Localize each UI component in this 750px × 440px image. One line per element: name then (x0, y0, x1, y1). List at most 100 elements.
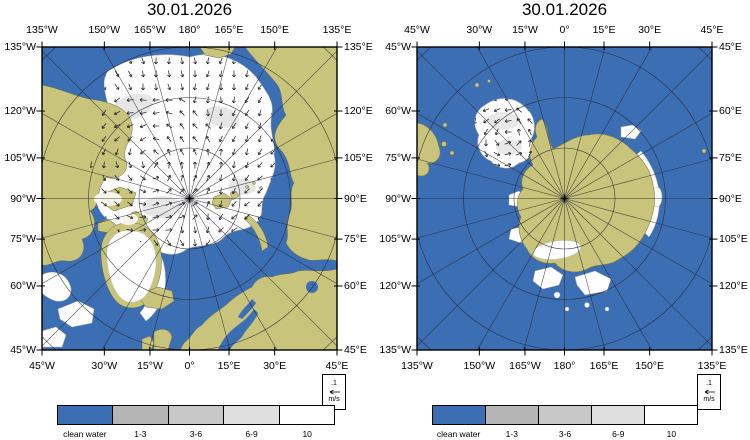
antarctic-map (411, 41, 718, 356)
axis-label-top: 135°E (322, 24, 352, 36)
axis-label-bottom: 165°W (509, 360, 541, 372)
axis-label-bottom: 30°E (263, 360, 287, 372)
axis-label-right: 135°E (344, 41, 373, 53)
legend-label: 3-6 (189, 429, 203, 439)
axis-label-bottom: 150°W (463, 360, 496, 372)
axis-label-left: 105°W (4, 151, 36, 164)
white-sea (306, 281, 318, 293)
axis-label-bottom: 45°W (29, 360, 55, 372)
novaya-zemlya (243, 214, 269, 252)
legend-swatch-0 (58, 406, 114, 424)
axis-label-bottom: 0° (184, 360, 195, 372)
axis-label-left: 75°W (10, 233, 36, 246)
scale-arrow-icon (704, 389, 715, 395)
legend-label: 6-9 (612, 429, 625, 439)
axis-label-right: 90°E (719, 192, 742, 205)
axis-label-left: 60°W (10, 279, 36, 292)
legend-label: 1-3 (134, 429, 147, 439)
legend-label: clean water (63, 429, 107, 439)
axis-label-bottom: 150°E (635, 360, 665, 372)
axis-label-right: 45°E (344, 344, 367, 356)
legend-swatch-0 (433, 406, 486, 424)
antarctic-land (417, 79, 707, 273)
axis-label-left: 75°W (385, 151, 411, 164)
ireland (141, 335, 155, 350)
legend-swatch-3 (592, 406, 645, 424)
scale-value: .1 (331, 380, 337, 387)
axis-label-left: 90°W (385, 192, 411, 205)
legend-labels: clean water 1-3 3-6 6-9 10 (57, 430, 335, 439)
axis-label-top: 45°E (700, 24, 724, 36)
axis-label-right: 75°E (344, 233, 367, 246)
axis-label-left: 60°W (385, 105, 411, 118)
map-title-arctic: 30.01.2026 (146, 0, 233, 19)
vector-scale-box-antarctic: .1 m/s (697, 374, 721, 410)
ice-concentration-legend-arctic: clean water 1-3 3-6 6-9 10 (57, 405, 335, 439)
siberia-landmass (244, 47, 337, 262)
falkland-islands (442, 122, 448, 128)
antarctica-continent (517, 118, 655, 273)
axis-label-right: 120°E (719, 279, 748, 292)
south-georgia (474, 82, 480, 88)
axis-label-right: 60°E (719, 105, 742, 118)
weddell-ice-shading (487, 112, 522, 155)
axis-label-top: 30°E (638, 24, 662, 36)
axis-label-top: 165°W (134, 24, 166, 36)
legend-label: 3-6 (558, 429, 572, 439)
axis-label-left: 45°W (10, 344, 36, 356)
iceland (139, 286, 175, 310)
axis-label-top: 45°W (404, 24, 430, 36)
map-title-antarctic: 30.01.2026 (521, 0, 608, 19)
arctic-land (42, 47, 337, 350)
axis-label-right: 120°E (344, 105, 373, 118)
antarctic-graticule (417, 47, 712, 350)
scale-unit: m/s (703, 396, 715, 403)
europe-landmass (179, 268, 337, 350)
legend-label: 10 (666, 429, 677, 439)
axis-label-top: 15°W (512, 24, 538, 36)
baltic-sea (218, 281, 318, 350)
legend-label: clean water (436, 429, 481, 439)
legend-swatch-1 (486, 406, 539, 424)
ice-concentration-legend-antarctic: clean water 1-3 3-6 6-9 10 (432, 405, 698, 439)
legend-swatch-1 (113, 406, 169, 424)
scale-unit: m/s (328, 396, 340, 403)
legend-labels: clean water 1-3 3-6 6-9 10 (432, 430, 698, 439)
axis-label-top: 165°E (214, 24, 244, 36)
axis-label-right: 75°E (719, 151, 742, 164)
axis-label-right: 45°E (719, 41, 742, 53)
axis-label-right: 60°E (344, 279, 367, 292)
axis-label-bottom: 180° (553, 360, 576, 372)
south-america-tip (417, 122, 441, 177)
axis-label-bottom: 135°E (697, 360, 727, 372)
axis-label-bottom: 15°W (137, 360, 163, 372)
franz-josef-land (245, 185, 249, 189)
legend-label: 1-3 (505, 429, 518, 439)
legend-bar (57, 405, 335, 425)
legend-swatch-2 (539, 406, 592, 424)
axis-label-bottom: 135°W (401, 360, 433, 372)
axis-label-right: 105°E (344, 151, 373, 164)
axis-label-top: 15°E (592, 24, 616, 36)
legend-bar (432, 405, 698, 425)
axis-label-bottom: 165°E (589, 360, 619, 372)
axis-label-left: 135°W (4, 41, 36, 53)
axis-label-top: 150°E (260, 24, 290, 36)
axis-label-bottom: 30°W (91, 360, 118, 372)
axis-label-top: 0° (559, 24, 570, 36)
legend-label: 10 (302, 429, 312, 439)
axis-label-right: 135°E (719, 344, 748, 356)
axis-label-top: 150°W (88, 24, 121, 36)
axis-label-bottom: 15°E (217, 360, 241, 372)
arctic-map (36, 41, 343, 356)
axis-label-right: 105°E (719, 233, 748, 246)
axis-label-left: 45°W (385, 41, 411, 53)
axis-label-top: 180° (178, 24, 201, 36)
axis-label-right: 90°E (344, 192, 367, 205)
axis-label-left: 120°W (379, 279, 411, 292)
legend-label: 6-9 (245, 429, 258, 439)
axis-label-top: 30°W (466, 24, 493, 36)
great-britain (153, 329, 173, 350)
axis-label-left: 120°W (4, 105, 36, 118)
antarctic-axis-ticks (411, 41, 718, 356)
